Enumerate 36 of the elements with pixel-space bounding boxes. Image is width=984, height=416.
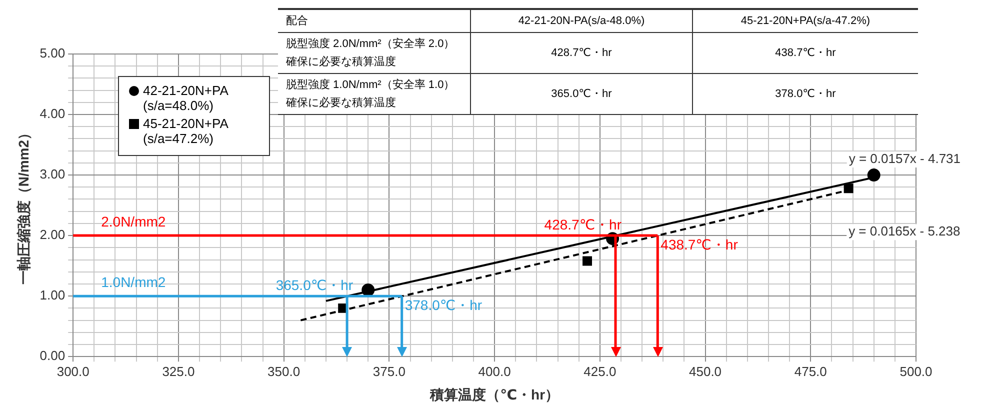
x-tick-label: 300.0 [56, 364, 90, 379]
annotation: 365.0℃・hr [470, 74, 692, 114]
annotation: 脱型強度 1.0N/mm²（安全率 1.0）確保に必要な積算温度 [278, 74, 470, 114]
legend-label: 42-21-20N+PA (s/a=48.0%) [143, 83, 230, 113]
x-tick-label: 325.0 [162, 364, 195, 379]
text: 45-21-20N+PA(s/a-47.2%) [740, 15, 870, 27]
x-tick-label: 375.0 [372, 364, 406, 379]
text: 配合 [286, 15, 308, 27]
x-tick-label: 400.0 [478, 364, 511, 379]
text: 42-21-20N-PA(s/a-48.0%) [518, 15, 645, 27]
ref-line-label: 438.7℃・hr [660, 236, 738, 252]
y-tick-label: 3.00 [40, 166, 66, 182]
y-tick-label: 0.00 [40, 348, 66, 364]
y-tick-label: 4.00 [40, 106, 66, 122]
y-tick-label: 2.00 [40, 227, 66, 242]
annotation: 378.0℃・hr [692, 74, 918, 114]
y-tick-label: 5.00 [40, 46, 66, 61]
legend-label: 45-21-20N+PA (s/a=47.2%) [143, 116, 230, 146]
ref-line-label: 2.0N/mm2 [101, 213, 166, 230]
ref-line-label: 378.0℃・hr [404, 296, 482, 313]
annotation: 438.7℃・hr [692, 32, 918, 74]
ref-line-label: 1.0N/mm2 [101, 274, 166, 290]
y-axis-title: 一軸圧縮強度（N/mm2） [15, 126, 32, 285]
x-tick-label: 450.0 [689, 364, 722, 379]
ref-line-label: 365.0℃・hr [276, 276, 354, 293]
annotation: 脱型強度 2.0N/mm²（安全率 2.0）確保に必要な積算温度 [278, 32, 470, 74]
annotation: y = 0.0165x - 5.238 [848, 224, 960, 239]
x-tick-label: 500.0 [900, 364, 932, 379]
annotation: 428.7℃・hr [470, 32, 692, 74]
x-tick-label: 425.0 [584, 364, 616, 379]
x-axis-title: 積算温度（℃・hr） [429, 386, 560, 402]
x-tick-label: 350.0 [268, 364, 300, 379]
y-tick-label: 1.00 [40, 288, 66, 303]
annotation: y = 0.0157x - 4.731 [848, 151, 961, 166]
ref-line-label: 428.7℃・hr [544, 216, 622, 232]
x-tick-label: 475.0 [794, 364, 827, 379]
